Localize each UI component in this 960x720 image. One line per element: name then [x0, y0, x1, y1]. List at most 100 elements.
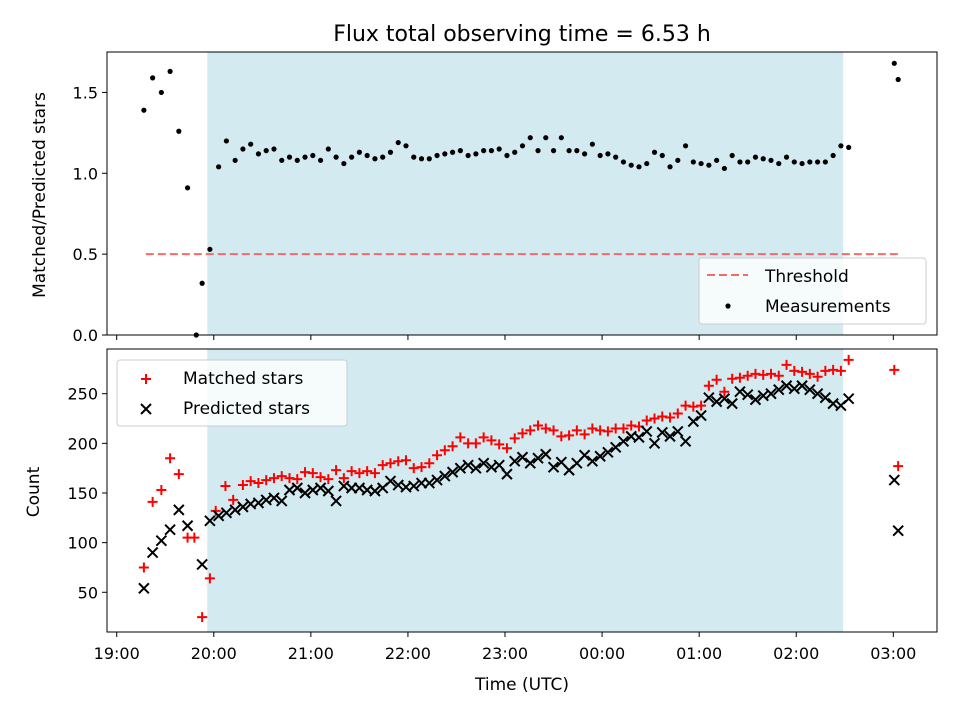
predicted-star-point [408, 480, 420, 492]
measurement-point [248, 141, 254, 147]
predicted-star-point [220, 507, 233, 519]
predicted-star-point [594, 450, 606, 462]
matched-star-point [517, 428, 528, 439]
matched-star-point [338, 473, 349, 484]
measurement-point [255, 151, 262, 157]
bottom-series-matched-stars [138, 354, 904, 623]
measurement-point [504, 152, 510, 159]
predicted-star-point [146, 546, 159, 559]
measurement-point [434, 152, 440, 159]
measurement-point [449, 149, 456, 155]
predicted-star-point [212, 510, 225, 522]
measurement-point [403, 143, 409, 149]
x-tick-label: 02:00 [773, 644, 819, 663]
matched-star-point [486, 435, 497, 446]
matched-star-point [315, 472, 326, 483]
predicted-star-point [656, 426, 668, 439]
predicted-star-point [173, 504, 185, 516]
measurement-point [651, 149, 658, 155]
measurement-point [659, 152, 665, 159]
predicted-star-point [703, 391, 715, 404]
measurement-point [644, 160, 650, 167]
measurement-point [760, 156, 766, 162]
matched-star-point [455, 432, 466, 443]
matched-star-point [400, 455, 411, 466]
matched-star-point [189, 532, 200, 543]
matched-star-point [812, 371, 823, 382]
predicted-star-point [493, 459, 505, 471]
measurement-point [457, 148, 463, 154]
matched-star-point [276, 471, 287, 482]
measurement-point [488, 148, 495, 154]
measurement-point [380, 154, 386, 160]
measurement-point [232, 157, 238, 163]
matched-star-point [579, 429, 590, 440]
measurement-point [814, 159, 821, 165]
measurement-point [558, 135, 564, 141]
matched-star-point [889, 364, 900, 375]
measurement-point [737, 159, 743, 165]
bottom-y-axis-label: Count [24, 466, 44, 517]
matched-star-point [548, 425, 559, 436]
measurement-point [184, 185, 191, 191]
matched-star-point [587, 423, 598, 434]
measurement-point [519, 143, 526, 149]
predicted-star-point [617, 435, 630, 448]
measurement-point [481, 148, 487, 154]
measurement-point [411, 154, 417, 160]
predicted-star-point [648, 437, 661, 450]
matched-star-point [245, 476, 256, 487]
matched-star-point [797, 366, 808, 377]
measurement-point [263, 148, 269, 154]
measurement-point [830, 152, 836, 159]
predicted-star-point [819, 391, 832, 404]
x-axis-label: Time (UTC) [474, 675, 569, 695]
measurement-point [768, 157, 774, 163]
matched-star-point [719, 386, 730, 397]
matched-star-point [261, 475, 272, 486]
matched-star-point [220, 481, 231, 492]
measurement-point [535, 148, 541, 154]
legend-threshold-label: Threshold [764, 267, 849, 287]
predicted-star-point [633, 431, 645, 444]
matched-star-point [369, 468, 380, 479]
matched-star-point [564, 430, 575, 441]
predicted-star-point [679, 435, 692, 448]
predicted-star-point [237, 501, 249, 513]
measurement-point [395, 139, 401, 146]
matched-star-point [843, 354, 854, 365]
top-y-tick-label: 0.5 [73, 245, 98, 264]
bottom-y-tick-label: 200 [67, 434, 98, 453]
matched-star-point [509, 433, 520, 444]
matched-star-point [432, 450, 443, 461]
measurement-point [150, 75, 156, 81]
measurement-point [822, 159, 828, 165]
predicted-star-point [477, 457, 490, 469]
x-tick-label: 22:00 [385, 644, 431, 663]
measurement-point [356, 149, 362, 155]
predicted-star-point [330, 495, 342, 507]
legend-predicted-label: Predicted stars [183, 399, 310, 419]
predicted-star-point [369, 485, 381, 497]
measurement-point [574, 148, 580, 154]
top-y-tick-label: 0.0 [73, 326, 98, 345]
predicted-star-point [291, 482, 303, 494]
measurement-point [333, 154, 339, 160]
measurement-point [597, 152, 603, 159]
measurement-point [141, 107, 147, 113]
measurement-point [745, 159, 751, 165]
predicted-star-point [470, 462, 482, 474]
measurement-point [310, 152, 316, 159]
measurement-point [613, 154, 619, 160]
legend-measurement-label: Measurements [765, 297, 891, 317]
matched-star-point [228, 494, 239, 505]
legend-measurement-swatch [725, 303, 731, 309]
measurement-point [698, 160, 704, 167]
top-axes-frame [106, 51, 938, 336]
predicted-star-point [788, 383, 801, 395]
predicted-star-point [695, 409, 707, 422]
measurement-point [729, 152, 735, 159]
measurement-point [302, 154, 308, 160]
legend-predicted-swatch [140, 403, 152, 415]
predicted-star-point [532, 452, 544, 464]
